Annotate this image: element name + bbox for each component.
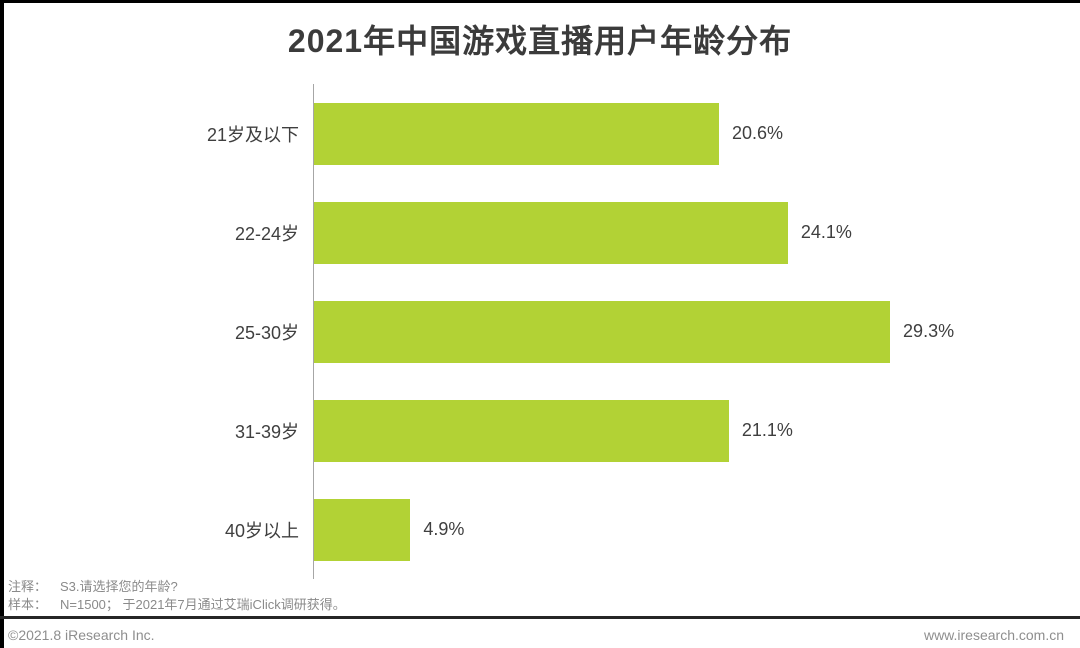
note-line: 注释： S3.请选择您的年龄? bbox=[8, 578, 1068, 596]
category-label: 31-39岁 bbox=[234, 421, 299, 442]
category-label: 40岁以上 bbox=[224, 520, 299, 541]
chart-row: 25-30岁 29.3% bbox=[0, 282, 1080, 381]
plot-area: 24.1% bbox=[313, 183, 1080, 282]
bar-rows: 21岁及以下 20.6% 22-24岁 24.1% 25-30岁 29.3% 31-39岁 2… bbox=[0, 84, 1080, 579]
value-label: 29.3% bbox=[903, 321, 955, 341]
value-label: 20.6% bbox=[732, 123, 784, 143]
sample-label: 样本： bbox=[8, 597, 48, 612]
plot-area: 4.9% bbox=[313, 480, 1080, 579]
top-border-line bbox=[0, 0, 1080, 3]
chart-row: 31-39岁 21.1% bbox=[0, 381, 1080, 480]
footer-bar: ©2021.8 iResearch Inc. www.iresearch.com… bbox=[0, 622, 1080, 648]
copyright-text: ©2021.8 iResearch Inc. bbox=[8, 627, 155, 643]
category-label: 22-24岁 bbox=[234, 223, 299, 244]
plot-area: 21.1% bbox=[313, 381, 1080, 480]
value-label: 21.1% bbox=[741, 420, 793, 440]
sample-line: 样本： N=1500； 于2021年7月通过艾瑞iClick调研获得。 bbox=[8, 596, 1068, 614]
bar bbox=[314, 300, 891, 363]
bar bbox=[314, 399, 729, 462]
bar-chart: 21岁及以下 20.6% 22-24岁 24.1% 25-30岁 29.3% 31-39岁 2… bbox=[0, 84, 1080, 579]
left-border-line bbox=[0, 0, 4, 648]
bar bbox=[314, 102, 719, 165]
bar bbox=[314, 498, 411, 561]
chart-row: 21岁及以下 20.6% bbox=[0, 84, 1080, 183]
plot-area: 29.3% bbox=[313, 282, 1080, 381]
chart-row: 40岁以上 4.9% bbox=[0, 480, 1080, 579]
sample-text: N=1500； 于2021年7月通过艾瑞iClick调研获得。 bbox=[60, 597, 346, 612]
bar bbox=[314, 201, 788, 264]
category-label: 21岁及以下 bbox=[206, 124, 299, 145]
note-label: 注释： bbox=[8, 579, 48, 594]
value-label: 24.1% bbox=[800, 222, 852, 242]
chart-title: 2021年中国游戏直播用户年龄分布 bbox=[287, 23, 793, 59]
category-label: 25-30岁 bbox=[234, 322, 299, 343]
note-text: S3.请选择您的年龄? bbox=[60, 579, 178, 594]
website-link[interactable]: www.iresearch.com.cn bbox=[923, 627, 1064, 643]
chart-row: 22-24岁 24.1% bbox=[0, 183, 1080, 282]
footer-divider bbox=[0, 616, 1080, 619]
chart-footnotes: 注释： S3.请选择您的年龄? 样本： N=1500； 于2021年7月通过艾瑞… bbox=[8, 578, 1068, 614]
plot-area: 20.6% bbox=[313, 84, 1080, 183]
value-label: 4.9% bbox=[423, 519, 465, 539]
